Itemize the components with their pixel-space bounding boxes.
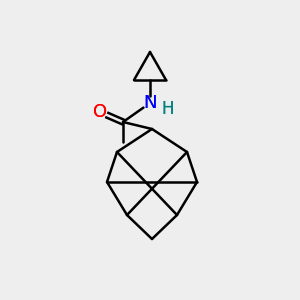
Text: H: H <box>162 100 174 118</box>
Text: O: O <box>93 103 107 121</box>
Text: H: H <box>162 100 174 118</box>
Text: N: N <box>143 94 157 112</box>
Text: N: N <box>143 94 157 112</box>
Text: O: O <box>93 103 107 121</box>
